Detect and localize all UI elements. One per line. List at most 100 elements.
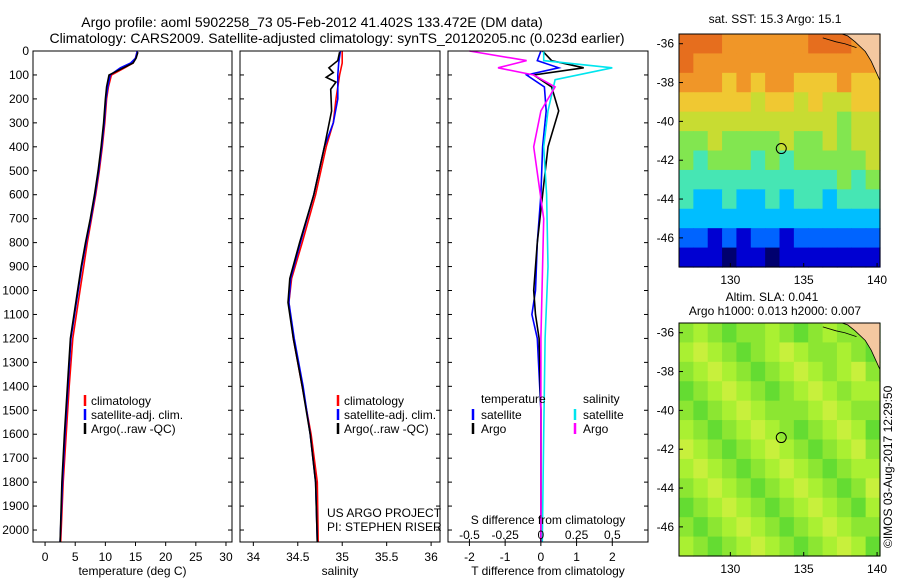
heatmap-cell — [793, 517, 809, 538]
heatmap-cell — [722, 361, 738, 382]
heatmap-cell — [750, 342, 766, 363]
heatmap-cell — [765, 400, 781, 421]
heatmap-cell — [851, 497, 867, 518]
heatmap-cell — [822, 478, 838, 499]
heatmap-cell — [793, 323, 809, 344]
heatmap-cell — [779, 458, 795, 479]
heatmap-cell — [865, 420, 881, 441]
heatmap-cell — [722, 92, 738, 113]
heatmap-cell — [793, 169, 809, 190]
s-tick-label: -0.5 — [459, 528, 480, 542]
series-line-salinity-argo — [469, 50, 557, 542]
heatmap-cell — [808, 111, 824, 132]
heatmap-cell — [779, 381, 795, 402]
heatmap-cell — [793, 92, 809, 113]
heatmap-cell — [836, 517, 852, 538]
heatmap-cell — [822, 342, 838, 363]
heatmap-cell — [736, 478, 752, 499]
heatmap-cell — [865, 228, 881, 249]
legend-label: satellite-adj. clim. — [91, 408, 183, 422]
heatmap-cell — [779, 400, 795, 421]
heatmap-cell — [808, 517, 824, 538]
depth-tick-label: 700 — [9, 212, 29, 226]
heatmap-cell — [722, 169, 738, 190]
heatmap-cell — [736, 420, 752, 441]
heatmap-cell — [679, 111, 694, 132]
heatmap-cell — [765, 228, 781, 249]
heatmap-cell — [808, 497, 824, 518]
heatmap-cell — [793, 150, 809, 171]
heatmap-cell — [722, 131, 738, 152]
heatmap-cell — [679, 517, 694, 538]
heatmap-cell — [693, 381, 709, 402]
heatmap-cell — [707, 497, 723, 518]
heatmap-cell — [750, 439, 766, 460]
lat-tick-label: -44 — [657, 481, 675, 495]
heatmap-cell — [750, 381, 766, 402]
heatmap-cell — [851, 92, 867, 113]
heatmap-cell — [736, 208, 752, 229]
heatmap-cell — [765, 111, 781, 132]
heatmap-cell — [779, 53, 795, 74]
heatmap-cell — [722, 458, 738, 479]
heatmap-cell — [836, 53, 852, 74]
heatmap-cell — [722, 228, 738, 249]
heatmap-cell — [736, 247, 752, 268]
sla-map-title: Altim. SLA: 0.041 — [726, 290, 819, 304]
lat-tick-label: -40 — [657, 403, 675, 417]
heatmap-cell — [693, 34, 709, 55]
heatmap-cell — [750, 72, 766, 93]
heatmap-cell — [765, 169, 781, 190]
heatmap-cell — [851, 131, 867, 152]
depth-tick-label: 1400 — [2, 379, 29, 393]
heatmap-cell — [765, 381, 781, 402]
depth-tick-label: 400 — [9, 140, 29, 154]
heatmap-cell — [793, 189, 809, 210]
depth-tick-label: 300 — [9, 116, 29, 130]
heatmap-cell — [865, 72, 881, 93]
heatmap-cell — [779, 150, 795, 171]
x-tick-label: 34 — [247, 550, 261, 564]
heatmap-cell — [750, 420, 766, 441]
heatmap-cell — [693, 53, 709, 74]
plot-frame — [447, 50, 649, 543]
heatmap-cell — [779, 420, 795, 441]
heatmap-cell — [750, 131, 766, 152]
x-tick-label: -1 — [500, 550, 511, 564]
heatmap-cell — [750, 34, 766, 55]
plot-frame — [239, 50, 441, 543]
heatmap-cell — [808, 361, 824, 382]
heatmap-cell — [779, 439, 795, 460]
series-line-salinity-satellite — [541, 51, 613, 543]
heatmap-cell — [808, 53, 824, 74]
heatmap-cell — [750, 208, 766, 229]
heatmap-cell — [836, 111, 852, 132]
heatmap-cell — [822, 361, 838, 382]
heatmap-cell — [679, 92, 694, 113]
heatmap-cell — [722, 53, 738, 74]
heatmap-cell — [693, 131, 709, 152]
heatmap-cell — [765, 478, 781, 499]
series-line-climatology — [59, 50, 139, 543]
depth-tick-label: 100 — [9, 68, 29, 82]
heatmap-cell — [707, 189, 723, 210]
heatmap-cell — [750, 53, 766, 74]
heatmap-cell — [693, 111, 709, 132]
heatmap-cell — [779, 92, 795, 113]
heatmap-cell — [765, 72, 781, 93]
heatmap-cell — [679, 420, 694, 441]
heatmap-cell — [707, 72, 723, 93]
heatmap-cell — [793, 497, 809, 518]
heatmap-cell — [736, 34, 752, 55]
x-tick-label: 5 — [72, 550, 79, 564]
heatmap-cell — [865, 361, 881, 382]
heatmap-cell — [679, 228, 694, 249]
heatmap-cell — [707, 420, 723, 441]
heatmap-cell — [836, 458, 852, 479]
heatmap-cell — [793, 72, 809, 93]
heatmap-cell — [722, 517, 738, 538]
map-frame — [678, 322, 881, 557]
x-axis-label: salinity — [322, 564, 359, 578]
heatmap-cell — [851, 458, 867, 479]
heatmap-cell — [851, 189, 867, 210]
